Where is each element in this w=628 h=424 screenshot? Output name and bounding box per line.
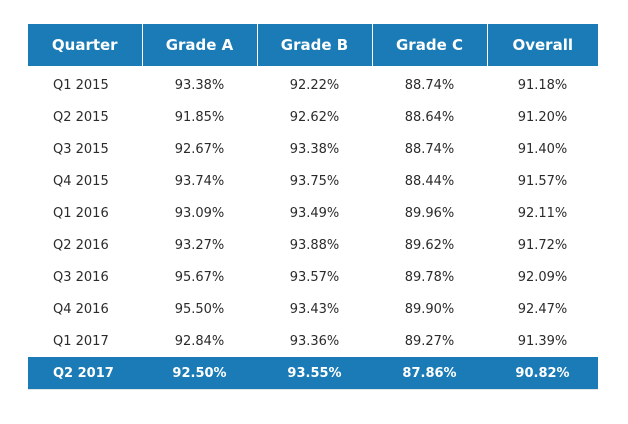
table-body: Q1 2015 93.38% 92.22% 88.74% 91.18% Q2 2015 91… [28, 66, 598, 389]
table-row: Q4 2015 93.74% 93.75% 88.44% 91.57% [28, 165, 598, 197]
grades-table-container: Quarter Grade A Grade B Grade C Overall … [28, 24, 598, 390]
header-grade-a: Grade A [141, 24, 257, 66]
cell-quarter: Q1 2015 [53, 77, 109, 93]
cell-grade-a: 93.27% [174, 237, 225, 253]
header-grade-b: Grade B [256, 24, 372, 66]
cell-overall: 91.40% [517, 141, 568, 157]
table-row: Q2 2015 91.85% 92.62% 88.64% 91.20% [28, 101, 598, 133]
cell-overall: 91.18% [517, 77, 568, 93]
cell-quarter: Q4 2016 [53, 301, 109, 317]
cell-grade-c: 88.64% [404, 109, 455, 125]
cell-overall: 92.11% [517, 205, 568, 221]
table-header: Quarter Grade A Grade B Grade C Overall [28, 24, 598, 66]
cell-grade-a: 93.09% [174, 205, 225, 221]
cell-overall: 91.20% [517, 109, 568, 125]
cell-overall: 90.82% [487, 357, 598, 389]
cell-quarter: Q1 2017 [53, 333, 109, 349]
table-row: Q1 2017 92.84% 93.36% 89.27% 91.39% [28, 325, 598, 357]
cell-quarter: Q2 2016 [53, 237, 109, 253]
cell-overall: 91.57% [517, 173, 568, 189]
cell-grade-c: 89.27% [404, 333, 455, 349]
cell-quarter: Q3 2015 [53, 141, 109, 157]
cell-grade-b: 93.75% [289, 173, 340, 189]
cell-grade-b: 93.55% [257, 357, 372, 389]
cell-overall: 91.72% [517, 237, 568, 253]
cell-grade-c: 89.90% [404, 301, 455, 317]
table-row: Q1 2015 93.38% 92.22% 88.74% 91.18% [28, 66, 598, 101]
cell-grade-b: 93.36% [289, 333, 340, 349]
header-grade-c: Grade C [371, 24, 487, 66]
table-row: Q4 2016 95.50% 93.43% 89.90% 92.47% [28, 293, 598, 325]
table-row-highlighted: Q2 2017 92.50% 93.55% 87.86% 90.82% [28, 357, 598, 389]
cell-grade-c: 89.62% [404, 237, 455, 253]
cell-grade-a: 92.50% [142, 357, 257, 389]
cell-grade-b: 93.57% [289, 269, 340, 285]
cell-quarter: Q2 2017 [28, 357, 142, 389]
cell-grade-a: 93.74% [174, 173, 225, 189]
cell-quarter: Q2 2015 [53, 109, 109, 125]
cell-grade-c: 89.78% [404, 269, 455, 285]
cell-grade-b: 92.22% [289, 77, 340, 93]
grades-table: Quarter Grade A Grade B Grade C Overall … [28, 24, 598, 389]
cell-grade-a: 95.50% [174, 301, 225, 317]
header-overall: Overall [486, 24, 598, 66]
cell-grade-c: 88.44% [404, 173, 455, 189]
cell-grade-a: 92.84% [174, 333, 225, 349]
cell-overall: 92.09% [517, 269, 568, 285]
cell-grade-a: 91.85% [174, 109, 225, 125]
cell-grade-c: 89.96% [404, 205, 455, 221]
cell-grade-b: 93.88% [289, 237, 340, 253]
header-row: Quarter Grade A Grade B Grade C Overall [28, 24, 598, 66]
cell-overall: 91.39% [517, 333, 568, 349]
cell-grade-c: 88.74% [404, 77, 455, 93]
table-row: Q3 2016 95.67% 93.57% 89.78% 92.09% [28, 261, 598, 293]
table-row: Q3 2015 92.67% 93.38% 88.74% 91.40% [28, 133, 598, 165]
cell-grade-a: 93.38% [174, 77, 225, 93]
cell-quarter: Q3 2016 [53, 269, 109, 285]
cell-quarter: Q1 2016 [53, 205, 109, 221]
cell-grade-b: 93.38% [289, 141, 340, 157]
cell-grade-c: 87.86% [372, 357, 487, 389]
cell-grade-b: 93.49% [289, 205, 340, 221]
cell-grade-b: 93.43% [289, 301, 340, 317]
cell-overall: 92.47% [517, 301, 568, 317]
table-row: Q2 2016 93.27% 93.88% 89.62% 91.72% [28, 229, 598, 261]
cell-grade-c: 88.74% [404, 141, 455, 157]
cell-grade-a: 92.67% [174, 141, 225, 157]
cell-quarter: Q4 2015 [53, 173, 109, 189]
table-row: Q1 2016 93.09% 93.49% 89.96% 92.11% [28, 197, 598, 229]
header-quarter: Quarter [28, 24, 142, 66]
cell-grade-b: 92.62% [289, 109, 340, 125]
cell-grade-a: 95.67% [174, 269, 225, 285]
